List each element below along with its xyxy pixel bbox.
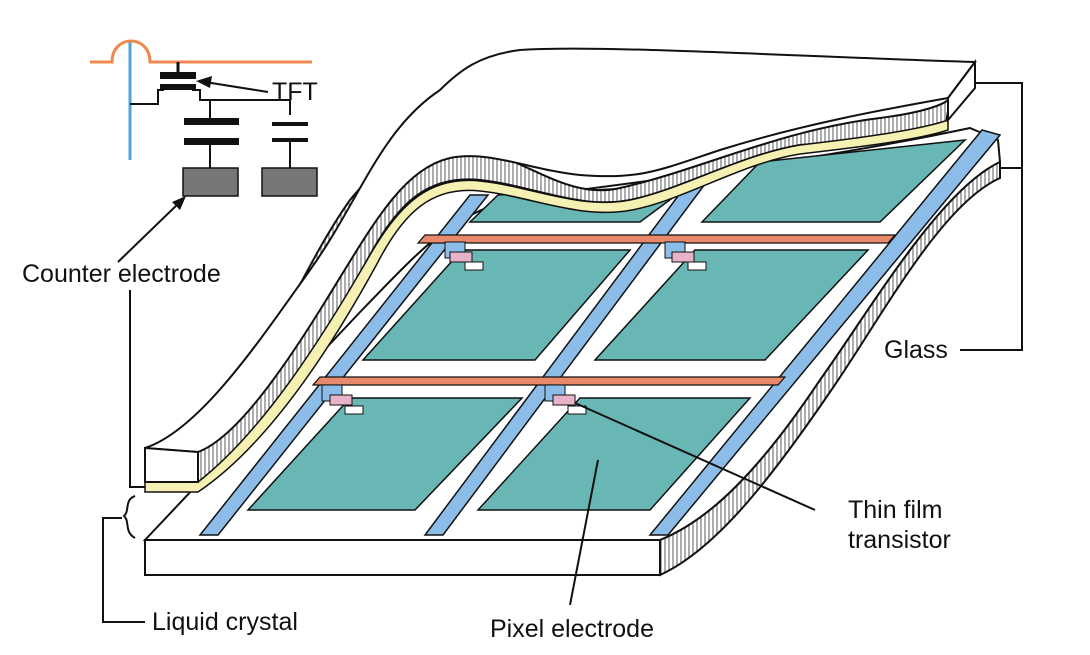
- thin-film-transistor: [544, 384, 587, 415]
- circuit-capacitor-plate: [184, 118, 239, 125]
- circuit-transistor-channel: [160, 84, 196, 90]
- liquid-crystal-brace: [122, 495, 136, 539]
- tft-label: TFT: [272, 78, 318, 106]
- glass-bracket: [960, 82, 1023, 351]
- top-glass-front-face: [144, 446, 199, 483]
- pixel-electrode: [700, 139, 968, 223]
- top-glass-end-face: [947, 59, 976, 123]
- pixel-electrode-array: [246, 139, 968, 511]
- liquid-crystal-layer: [144, 118, 949, 493]
- counter-electrode-pointer: [117, 201, 181, 263]
- thin-film-transistor: [664, 241, 707, 271]
- arrow-head-icon: [172, 196, 186, 210]
- counter-electrode-leader: [129, 290, 145, 488]
- gate-line: [416, 234, 897, 244]
- data-line: [198, 194, 490, 536]
- pixel-electrode: [246, 397, 524, 511]
- thin-film-transistor-label-line1: Thin film: [848, 496, 942, 524]
- bottom-glass-side-edge: [659, 160, 1001, 577]
- counter-electrode-block: [182, 167, 239, 197]
- arrow-head-icon: [196, 76, 212, 88]
- circuit-storage-plate: [272, 122, 308, 126]
- thin-film-transistors: [321, 241, 707, 415]
- circuit-source-wire: [130, 89, 164, 105]
- tft-pointer: [204, 81, 269, 93]
- circuit-drain-wire: [192, 89, 291, 115]
- liquid-crystal-leader: [102, 517, 145, 623]
- pixel-electrode: [476, 397, 752, 511]
- pixel-electrode: [361, 249, 632, 361]
- storage-electrode-block: [261, 167, 318, 197]
- pixel-electrode: [593, 249, 870, 361]
- bottom-glass-front-face: [144, 539, 661, 576]
- circuit-gate-line: [90, 39, 312, 64]
- pixel-electrode-label: Pixel electrode: [490, 615, 654, 643]
- thin-film-transistor: [444, 241, 484, 271]
- tft-circuit-schematic: [90, 39, 318, 197]
- glass-label: Glass: [884, 336, 948, 364]
- pixel-electrode-leader: [569, 459, 599, 606]
- thin-film-transistor: [321, 384, 364, 415]
- data-lines: [198, 129, 1002, 536]
- gate-lines: [311, 234, 897, 386]
- top-glass-top-face: [144, 47, 977, 454]
- circuit-capacitor-plate: [184, 138, 239, 145]
- leader-lines: [102, 82, 1023, 623]
- thin-film-transistor-label-line2: transistor: [848, 526, 951, 554]
- counter-electrode-label: Counter electrode: [22, 260, 221, 288]
- liquid-crystal-label: Liquid crystal: [152, 608, 298, 636]
- thin-film-leader: [574, 402, 816, 511]
- circuit-transistor-gate: [160, 72, 196, 79]
- data-line: [648, 129, 1002, 536]
- gate-line: [311, 376, 787, 386]
- circuit-storage-plate: [272, 138, 308, 142]
- top-glass-plate: [144, 47, 977, 493]
